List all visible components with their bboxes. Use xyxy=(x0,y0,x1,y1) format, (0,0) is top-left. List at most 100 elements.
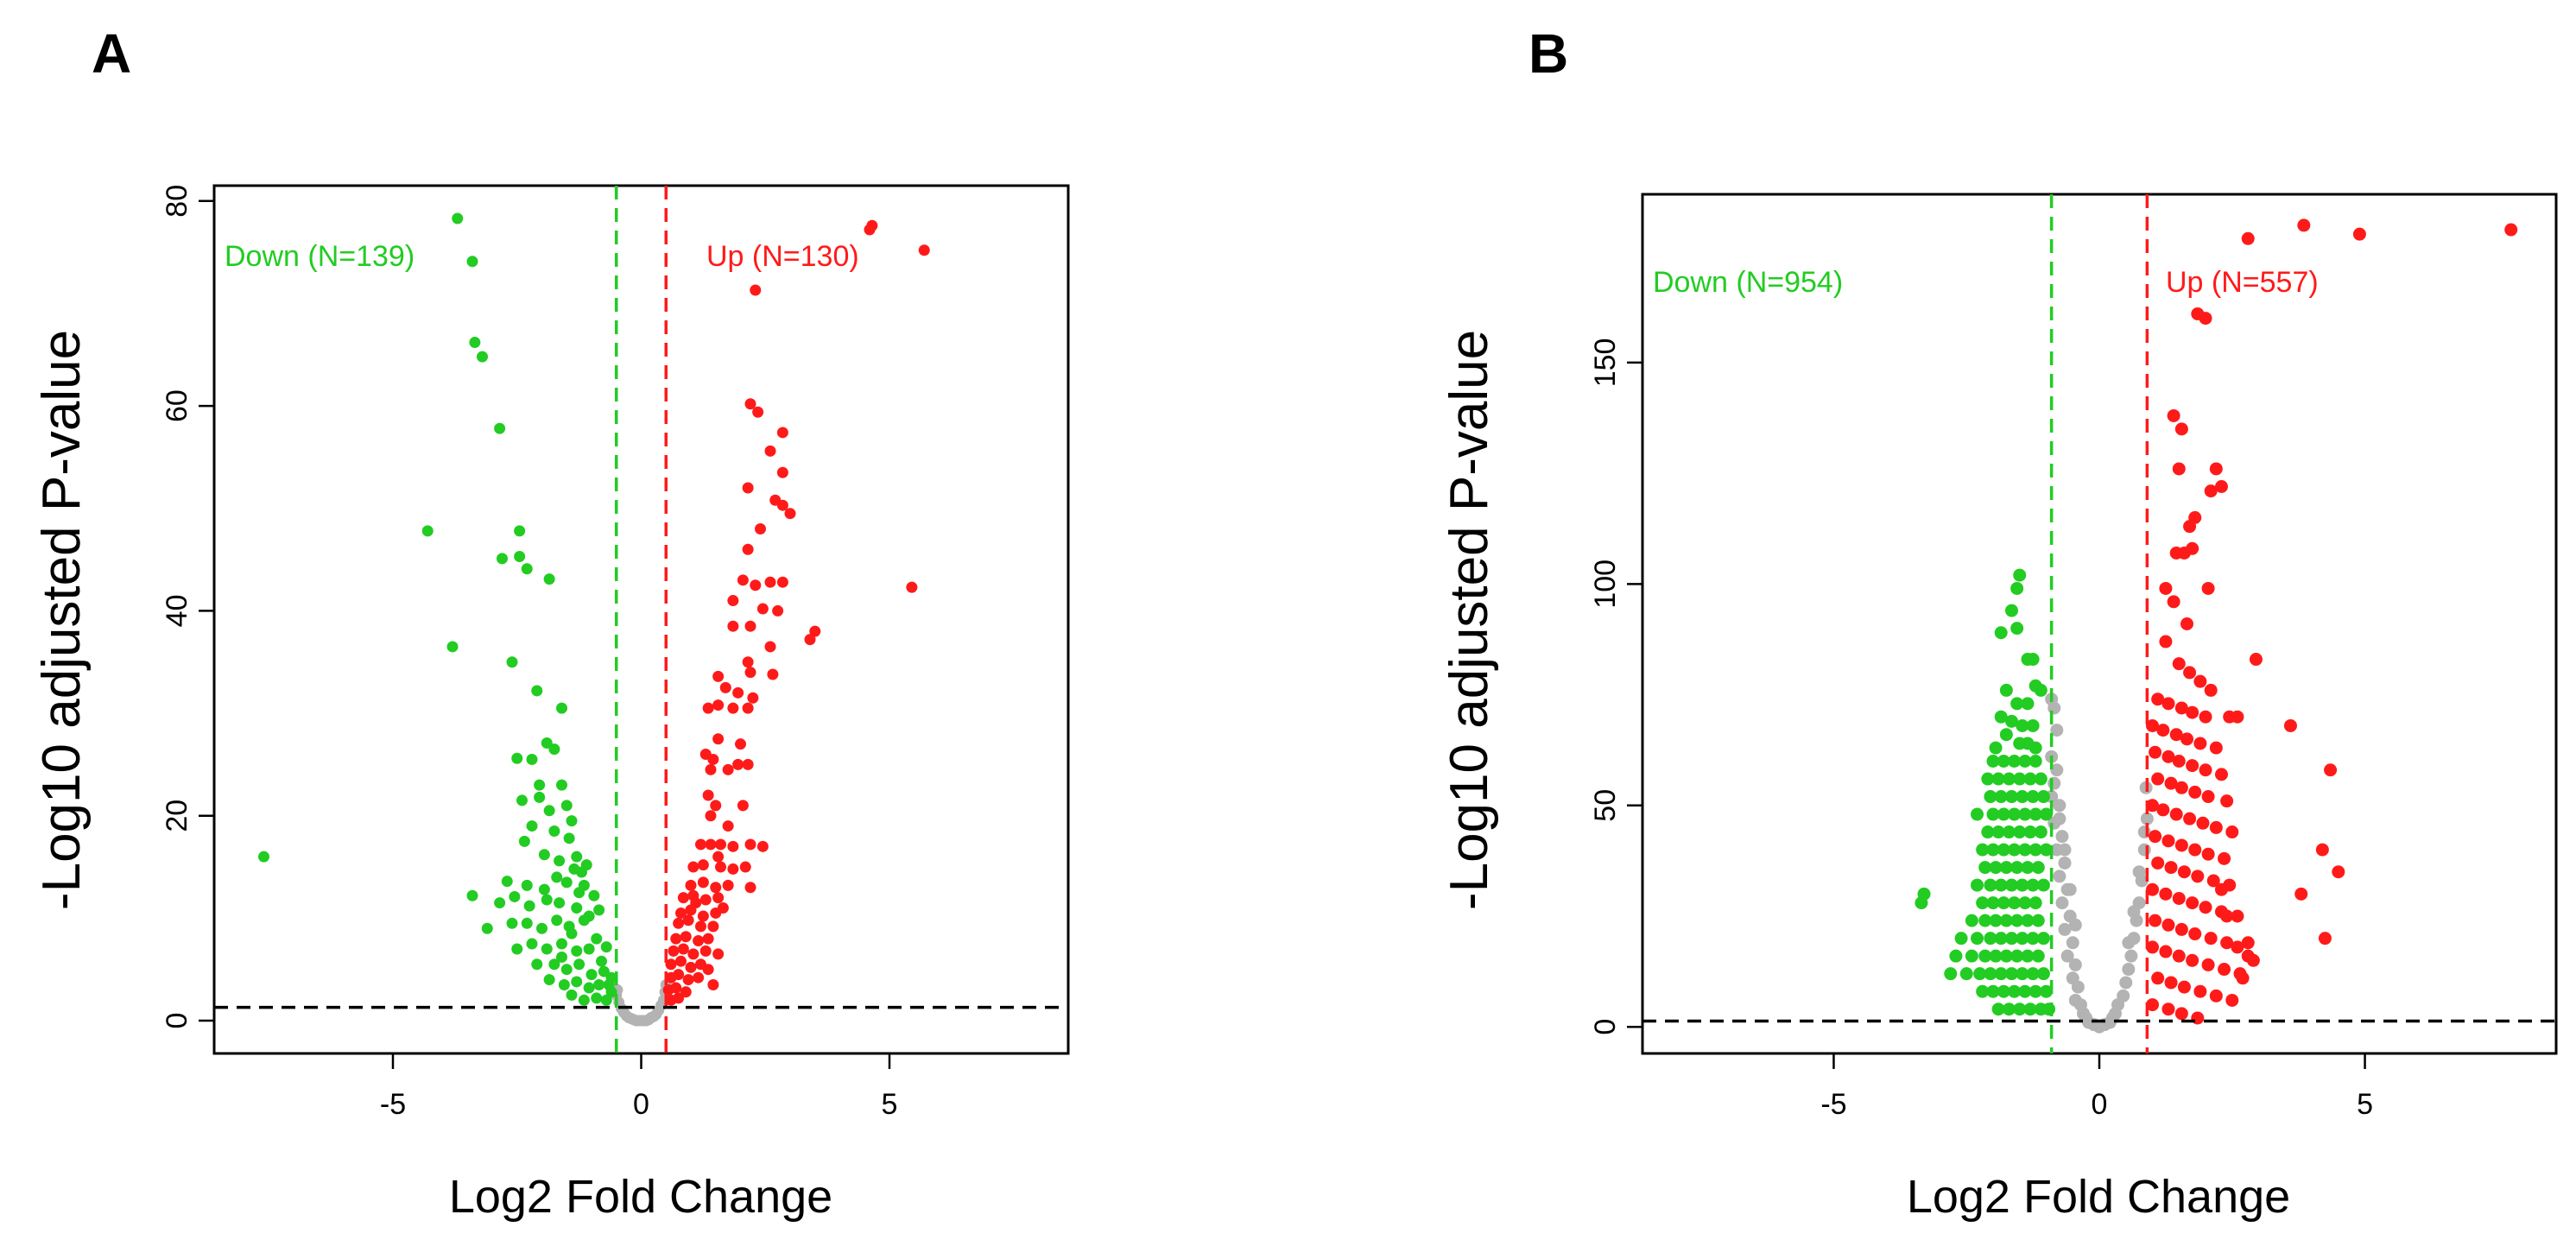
data-point-up xyxy=(2196,816,2210,830)
data-point-down xyxy=(2021,697,2035,711)
data-point-down xyxy=(2018,807,2032,821)
data-point-up xyxy=(2183,520,2197,534)
data-point-up xyxy=(687,861,699,873)
data-point-down xyxy=(556,951,567,963)
data-point-down xyxy=(1981,825,1995,839)
data-point-down xyxy=(481,922,493,934)
data-point-down xyxy=(2026,718,2040,732)
data-point-down xyxy=(541,737,553,749)
data-point-down xyxy=(554,897,566,909)
data-point-up xyxy=(675,955,687,967)
data-point-up xyxy=(2161,918,2175,932)
data-point-down xyxy=(2031,861,2045,875)
data-point-down xyxy=(2008,984,2022,998)
data-point-down xyxy=(2039,807,2053,821)
data-point-up xyxy=(2174,781,2188,794)
data-point-down xyxy=(560,876,573,889)
data-point-down xyxy=(1994,626,2008,640)
data-point-down xyxy=(2018,896,2032,910)
data-point-up xyxy=(712,851,725,863)
data-point-up xyxy=(2199,312,2212,326)
data-point-up xyxy=(2183,812,2197,825)
data-point-down xyxy=(583,943,595,955)
data-point-down xyxy=(2034,772,2048,786)
data-point-down xyxy=(2031,949,2045,963)
data-point-down xyxy=(1997,984,2010,998)
data-point-down xyxy=(509,890,521,902)
data-point-up xyxy=(2225,825,2239,839)
data-point-up xyxy=(2204,683,2218,697)
data-point-down xyxy=(521,879,533,891)
data-point-down xyxy=(1994,878,2008,892)
data-point-up xyxy=(2199,763,2212,777)
data-point-down xyxy=(573,958,585,971)
data-point-down xyxy=(1986,896,2000,910)
data-point-up xyxy=(2191,870,2205,883)
data-point-up xyxy=(2206,874,2220,888)
data-point-up xyxy=(2220,794,2234,808)
data-point-down xyxy=(2039,984,2053,998)
panel-b-down-label: Down (N=954) xyxy=(1653,266,1843,299)
data-point-up xyxy=(2151,971,2165,985)
data-point-up xyxy=(702,789,714,801)
data-point-ns xyxy=(2050,724,2064,737)
data-point-up xyxy=(2225,993,2239,1007)
data-point-down xyxy=(1978,861,1992,875)
data-point-down xyxy=(1976,984,1990,998)
x-tick-label: 5 xyxy=(2357,1088,2373,1121)
y-tick-label: 150 xyxy=(1589,338,1622,388)
data-point-down xyxy=(2026,878,2040,892)
data-point-down xyxy=(2026,653,2040,667)
data-point-down xyxy=(2008,807,2022,821)
data-point-down xyxy=(2026,790,2040,804)
data-point-down xyxy=(1986,984,2000,998)
data-point-down xyxy=(2029,807,2042,821)
data-point-up xyxy=(2209,462,2223,476)
data-point-down xyxy=(1973,967,1987,981)
panel-b-letter: B xyxy=(1529,22,1568,85)
panel-b-y-axis-title: -Log10 adjusted P-value xyxy=(1440,330,1499,910)
data-point-down xyxy=(576,866,587,878)
data-point-up xyxy=(744,398,756,410)
data-point-up xyxy=(2297,218,2311,232)
data-point-down xyxy=(2005,967,2019,981)
y-tick-label: 50 xyxy=(1589,789,1622,822)
data-point-down xyxy=(534,791,546,803)
data-point-up xyxy=(744,667,756,679)
data-point-down xyxy=(1991,1002,2005,1016)
data-point-up xyxy=(705,810,717,822)
data-point-down xyxy=(2008,754,2022,768)
data-point-up xyxy=(2149,914,2162,927)
data-point-up xyxy=(809,625,821,637)
data-point-up xyxy=(2180,617,2193,630)
data-point-up xyxy=(2172,949,2186,963)
data-point-up xyxy=(673,992,685,1004)
data-point-down xyxy=(543,573,555,585)
data-point-ns xyxy=(2053,812,2066,825)
data-point-down xyxy=(2005,604,2019,617)
data-point-up xyxy=(2172,462,2186,476)
data-point-up xyxy=(2188,785,2202,799)
data-point-down xyxy=(526,753,538,765)
data-point-up xyxy=(722,879,734,891)
data-point-down xyxy=(531,685,543,697)
data-point-up xyxy=(697,876,709,889)
data-point-ns xyxy=(2058,922,2072,936)
data-point-up xyxy=(687,948,699,960)
data-point-down xyxy=(1944,967,1958,981)
data-point-down xyxy=(518,835,530,847)
data-point-up xyxy=(2188,843,2202,857)
data-point-up xyxy=(727,863,739,875)
data-point-down xyxy=(548,743,560,756)
y-tick-label: 0 xyxy=(1589,1019,1622,1035)
data-point-up xyxy=(2188,927,2202,941)
data-point-up xyxy=(682,914,694,927)
data-point-up xyxy=(2174,838,2188,852)
data-point-up xyxy=(699,945,712,957)
data-point-down xyxy=(514,551,526,563)
data-point-down xyxy=(2018,984,2032,998)
data-point-up xyxy=(2214,480,2228,494)
data-point-up xyxy=(697,910,709,922)
data-point-up xyxy=(2146,799,2160,813)
